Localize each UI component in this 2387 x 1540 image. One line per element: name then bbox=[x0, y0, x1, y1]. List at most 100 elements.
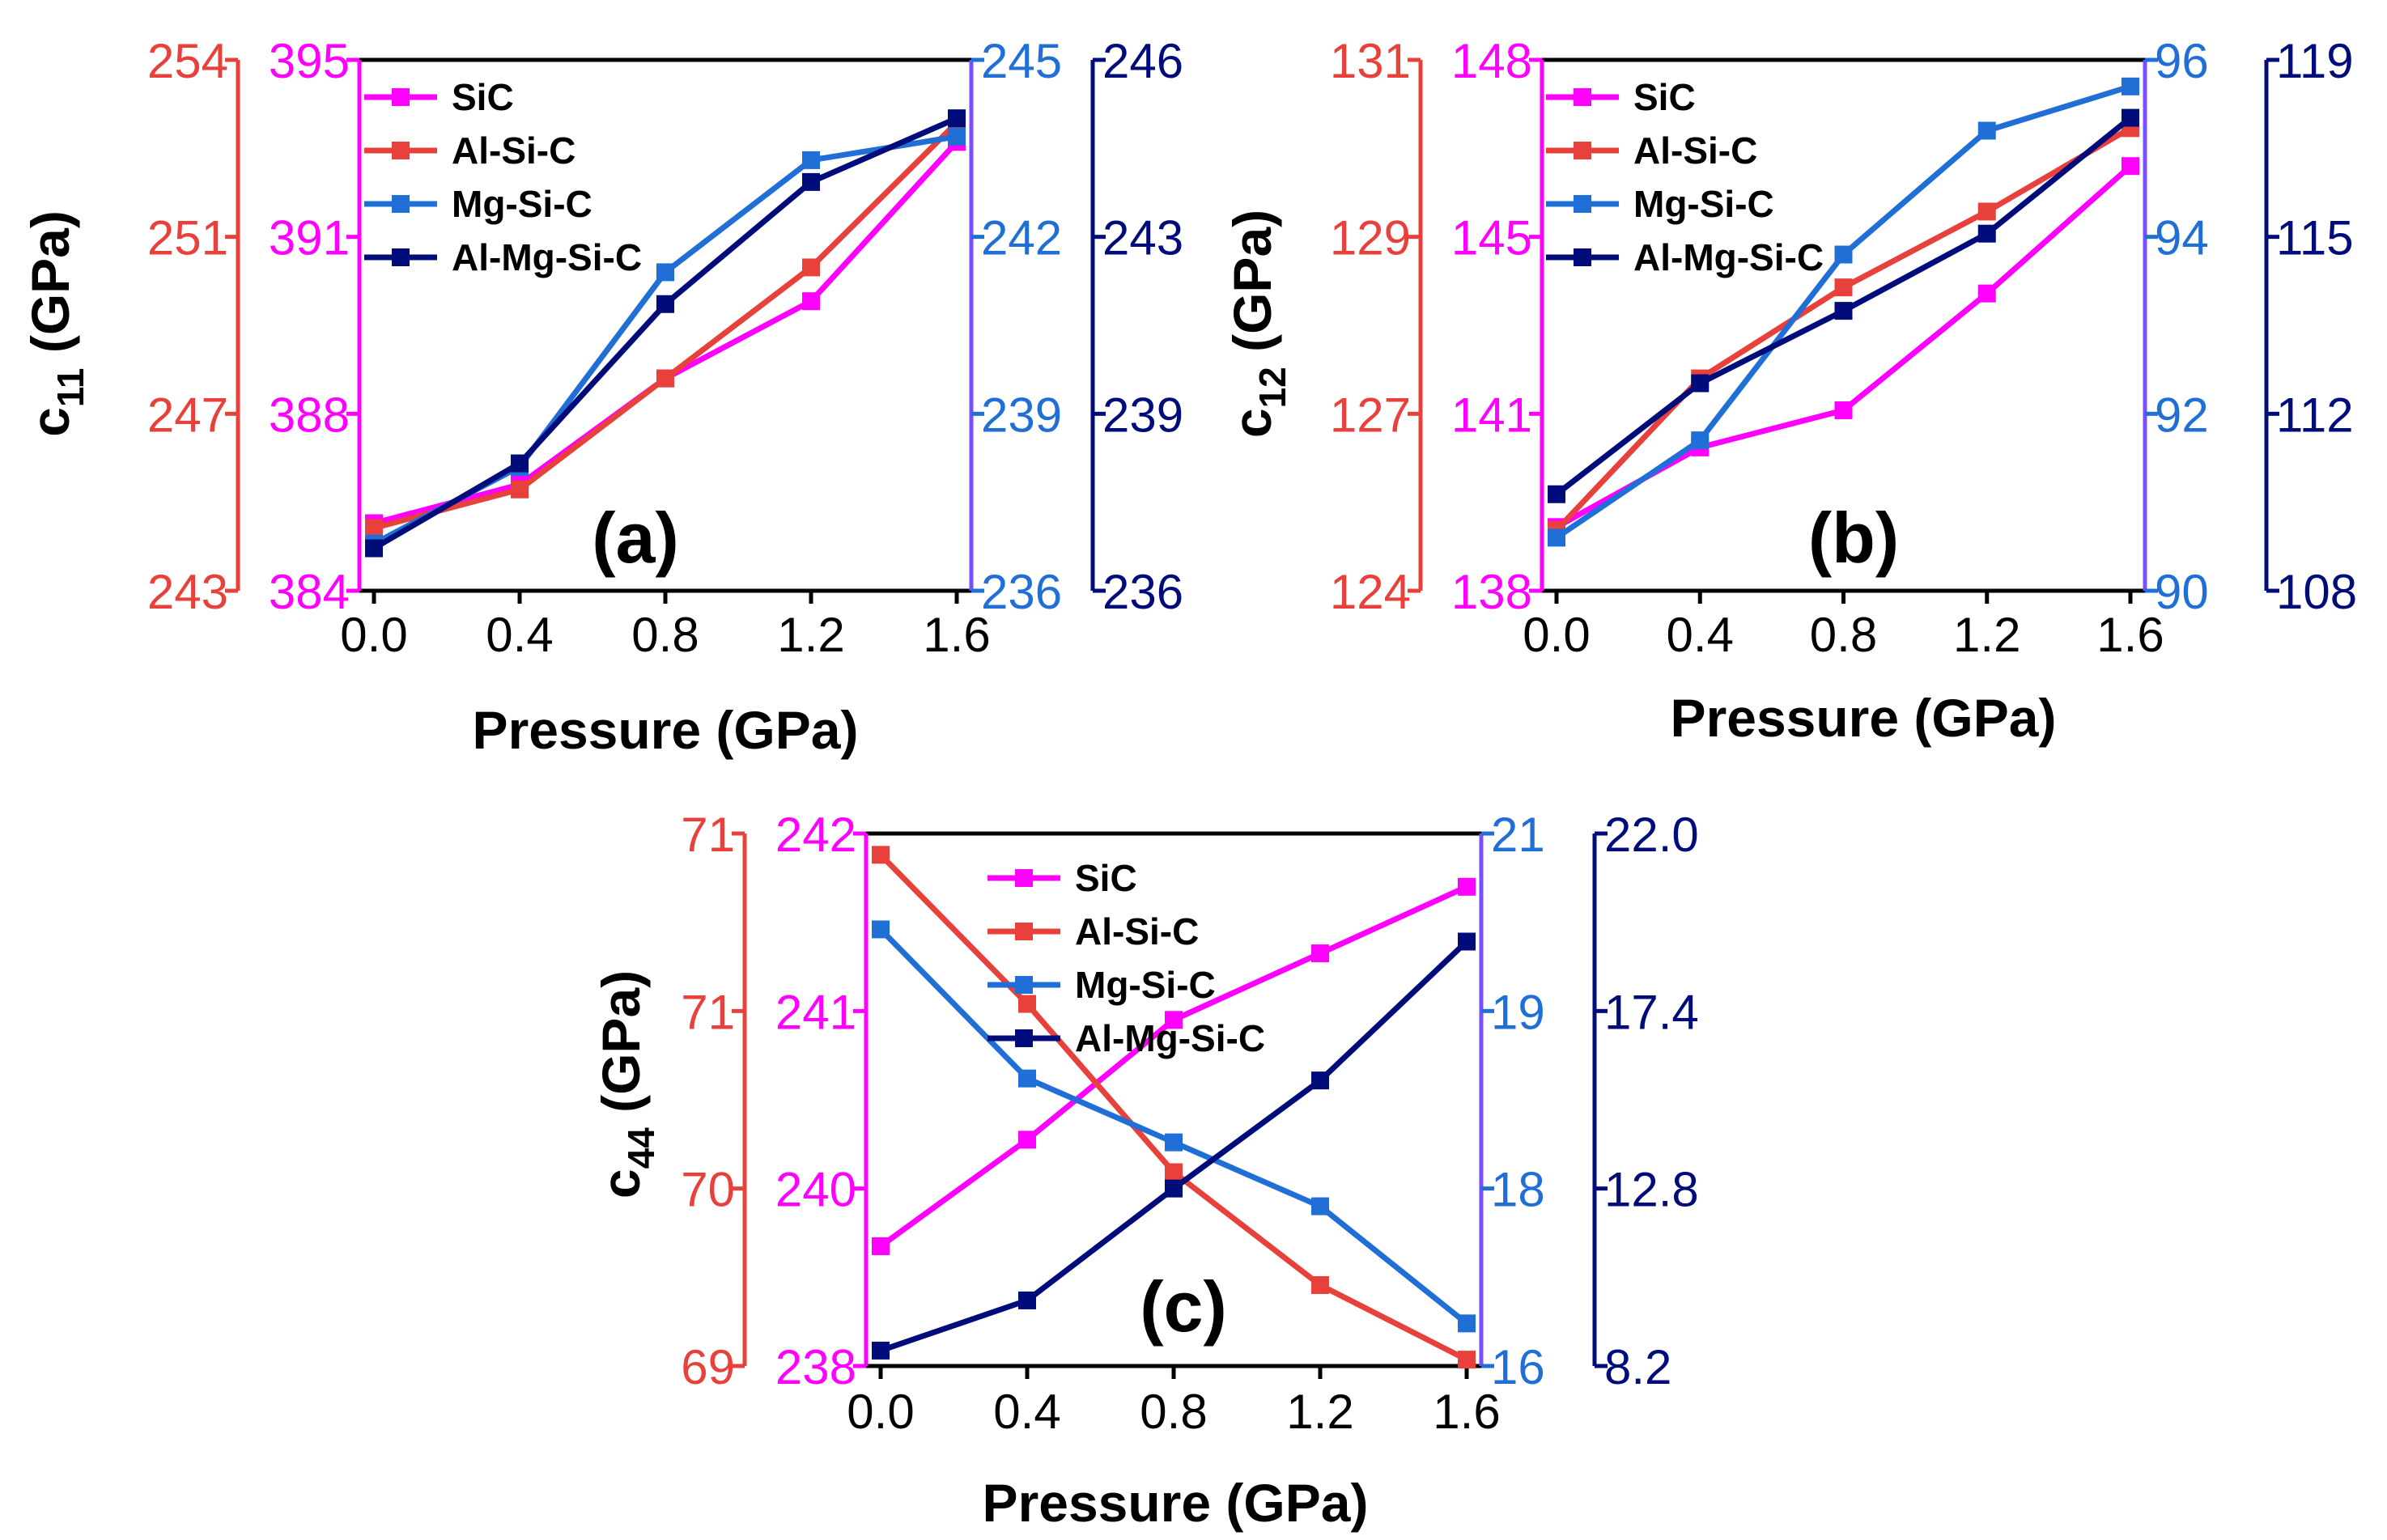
x-axis-title: Pressure (GPa) bbox=[1671, 688, 2057, 748]
data-point-Al-Si-C bbox=[1458, 1351, 1476, 1369]
data-point-Al-Si-C bbox=[1977, 202, 1996, 221]
y-tick-label: 8.2 bbox=[1604, 1340, 1671, 1394]
y-tick-label: 16 bbox=[1491, 1340, 1545, 1394]
legend-label: Mg-Si-C bbox=[1075, 964, 1216, 1006]
legend-label: Al-Si-C bbox=[452, 129, 576, 172]
data-point-SiC bbox=[2122, 157, 2139, 176]
panel-label: (b) bbox=[1808, 498, 1899, 578]
data-point-Al-Si-C bbox=[1165, 1163, 1183, 1182]
data-point-Mg-Si-C bbox=[1977, 121, 1996, 140]
legend-label: SiC bbox=[452, 76, 514, 118]
legend-marker-Al-Mg-Si-C bbox=[1574, 248, 1591, 266]
legend-label: SiC bbox=[1075, 857, 1137, 899]
data-point-Mg-Si-C bbox=[2122, 77, 2139, 95]
data-point-Al-Si-C bbox=[802, 258, 820, 277]
legend-marker-Al-Si-C bbox=[1574, 142, 1591, 159]
data-point-Al-Mg-Si-C bbox=[1977, 224, 1996, 243]
x-axis-title: Pressure (GPa) bbox=[473, 700, 859, 760]
legend-label: Al-Mg-Si-C bbox=[1633, 236, 1824, 278]
legend-marker-SiC bbox=[1574, 88, 1591, 106]
data-point-Mg-Si-C bbox=[1018, 1069, 1036, 1088]
y-tick-label: 241 bbox=[775, 985, 856, 1039]
legend-marker-Mg-Si-C bbox=[392, 195, 410, 213]
y-tick-label: 395 bbox=[269, 34, 350, 88]
y-tick-label: 238 bbox=[775, 1340, 856, 1394]
legend-marker-Mg-Si-C bbox=[1015, 976, 1033, 994]
data-point-Al-Mg-Si-C bbox=[1548, 485, 1565, 503]
y-axis-title: c44 (GPa) bbox=[591, 970, 662, 1198]
data-point-SiC bbox=[1018, 1131, 1036, 1149]
y-tick-label: 70 bbox=[681, 1163, 735, 1217]
y-tick-label: 96 bbox=[2155, 34, 2209, 88]
y-tick-label: 18 bbox=[1491, 1163, 1545, 1217]
data-point-Al-Mg-Si-C bbox=[1691, 374, 1710, 392]
chart-panel-1: 243 247 251 254 384 388 391 395 236 239 242 245 236 2… bbox=[20, 34, 1183, 760]
y-tick-label: 242 bbox=[775, 808, 856, 862]
panel-label: (c) bbox=[1140, 1266, 1227, 1347]
y-tick-label: 115 bbox=[2276, 211, 2354, 265]
data-point-Al-Mg-Si-C bbox=[802, 172, 820, 191]
legend-marker-Al-Mg-Si-C bbox=[392, 248, 410, 266]
data-point-Al-Mg-Si-C bbox=[1165, 1179, 1183, 1198]
x-tick-label: 1.2 bbox=[1953, 608, 2020, 662]
data-point-SiC bbox=[872, 1237, 890, 1255]
x-tick-label: 0.0 bbox=[847, 1385, 914, 1439]
data-point-Al-Mg-Si-C bbox=[948, 109, 966, 128]
legend-marker-Mg-Si-C bbox=[1574, 195, 1591, 213]
y-tick-label: 12.8 bbox=[1604, 1163, 1699, 1217]
y-tick-label: 240 bbox=[775, 1163, 856, 1217]
data-point-Al-Mg-Si-C bbox=[1834, 302, 1853, 320]
x-tick-label: 0.4 bbox=[993, 1385, 1060, 1439]
data-point-Mg-Si-C bbox=[948, 127, 966, 146]
y-axis-title: c12 (GPa) bbox=[1222, 210, 1293, 438]
legend-label: Al-Si-C bbox=[1075, 910, 1199, 952]
y-tick-label: 254 bbox=[147, 34, 228, 88]
y-tick-label: 245 bbox=[981, 34, 1062, 88]
y-tick-label: 391 bbox=[269, 211, 350, 265]
data-point-Mg-Si-C bbox=[872, 920, 890, 939]
y-tick-label: 90 bbox=[2155, 565, 2209, 619]
x-tick-label: 0.8 bbox=[1140, 1385, 1207, 1439]
x-tick-label: 0.4 bbox=[486, 608, 553, 662]
y-tick-label: 148 bbox=[1451, 34, 1532, 88]
legend-marker-Al-Si-C bbox=[392, 142, 410, 159]
y-tick-label: 71 bbox=[681, 985, 735, 1039]
data-point-Al-Mg-Si-C bbox=[511, 454, 529, 473]
legend-label: Mg-Si-C bbox=[452, 183, 593, 225]
y-tick-label: 236 bbox=[1102, 565, 1183, 619]
panel-label: (a) bbox=[592, 498, 679, 578]
data-point-Al-Si-C bbox=[511, 480, 529, 498]
x-tick-label: 0.8 bbox=[631, 608, 699, 662]
x-axis-title: Pressure (GPa) bbox=[983, 1473, 1369, 1533]
x-tick-label: 0.0 bbox=[340, 608, 407, 662]
data-point-Al-Mg-Si-C bbox=[1458, 932, 1476, 951]
x-tick-label: 1.2 bbox=[1286, 1385, 1353, 1439]
data-point-Mg-Si-C bbox=[1548, 528, 1565, 547]
y-tick-label: 119 bbox=[2276, 34, 2354, 88]
y-tick-label: 246 bbox=[1102, 34, 1183, 88]
legend-label: Al-Mg-Si-C bbox=[452, 236, 642, 278]
data-point-Mg-Si-C bbox=[656, 263, 674, 282]
chart-panel-2: 124 127 129 131 138 141 145 148 90 92 94 96 108 112 11… bbox=[1222, 34, 2357, 748]
y-tick-label: 21 bbox=[1491, 808, 1545, 862]
y-tick-label: 236 bbox=[981, 565, 1062, 619]
chart-panel-3: 69 70 71 71 238 240 241 242 16 18 19 21 8.2 12.8 17.4 2… bbox=[591, 808, 1699, 1533]
y-tick-label: 69 bbox=[681, 1340, 735, 1394]
data-point-SiC bbox=[1458, 877, 1476, 896]
data-point-Al-Mg-Si-C bbox=[656, 295, 674, 313]
data-point-Al-Mg-Si-C bbox=[2122, 108, 2139, 127]
y-tick-label: 141 bbox=[1451, 388, 1532, 442]
data-point-Al-Si-C bbox=[872, 846, 890, 864]
data-point-Al-Si-C bbox=[365, 519, 383, 537]
x-tick-label: 0.4 bbox=[1667, 608, 1734, 662]
x-tick-label: 1.6 bbox=[923, 608, 990, 662]
data-point-SiC bbox=[1311, 944, 1329, 963]
data-point-Al-Mg-Si-C bbox=[1018, 1291, 1036, 1309]
data-point-Al-Mg-Si-C bbox=[365, 539, 383, 558]
data-point-SiC bbox=[802, 292, 820, 311]
data-point-SiC bbox=[1165, 1011, 1183, 1029]
legend-marker-Al-Mg-Si-C bbox=[1015, 1029, 1033, 1047]
y-tick-label: 384 bbox=[269, 565, 350, 619]
y-tick-label: 388 bbox=[269, 388, 350, 442]
data-point-Al-Si-C bbox=[656, 369, 674, 388]
